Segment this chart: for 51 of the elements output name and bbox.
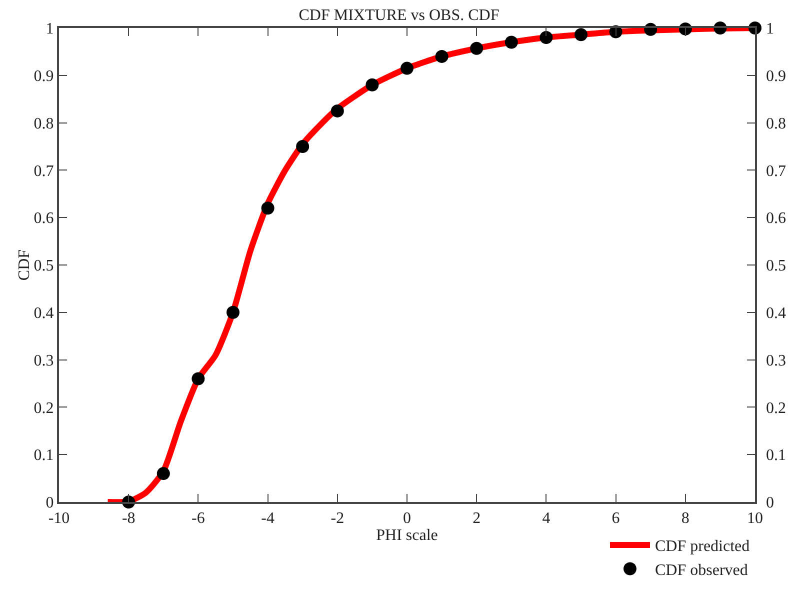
y-tick-label: 0.6: [34, 210, 54, 228]
y2-tick-label: 0.3: [766, 352, 786, 370]
y2-tick-label: 0.9: [766, 68, 786, 85]
point: [400, 62, 414, 75]
x-tick-label: -2: [330, 510, 344, 528]
y-tick-label: 0.9: [34, 68, 54, 85]
point: [330, 104, 344, 118]
point: [540, 30, 553, 44]
y2-tick-label: 0.7: [766, 162, 786, 180]
point: [504, 36, 518, 49]
chart-title: CDF MIXTURE vs OBS. CDF: [298, 7, 500, 24]
point: [156, 467, 170, 480]
x-tick-label: -6: [192, 510, 205, 528]
y-tick-label: 0.3: [34, 352, 54, 370]
y2-tick-label: 0.6: [766, 210, 786, 228]
y-tick-label: 0.1: [34, 447, 54, 464]
point: [226, 306, 240, 319]
y-tick-label: 0.4: [34, 305, 54, 322]
y2-tick-label: 0.1: [766, 447, 786, 464]
x-tick-label: -8: [122, 510, 136, 528]
point: [192, 372, 205, 386]
y2-tick-label: 0.4: [766, 305, 786, 322]
x-tick-label: 6: [612, 510, 620, 528]
point: [574, 28, 588, 42]
legend-label: CDF observed: [655, 562, 748, 580]
legend-label: CDF predicted: [655, 538, 750, 556]
x-axis-title: PHI scale: [376, 527, 438, 544]
point: [366, 78, 379, 92]
point: [296, 140, 310, 153]
point: [470, 42, 484, 55]
y2-tick-label: 1: [766, 20, 774, 38]
x-tick-label: -10: [48, 510, 70, 528]
x-tick-label: -4: [261, 510, 274, 528]
y-tick-label: 0.7: [34, 162, 54, 180]
y-tick-label: 0.2: [34, 400, 54, 417]
y-tick-label: 0.8: [34, 115, 54, 132]
y2-tick-label: 0: [766, 494, 774, 512]
y2-tick-label: 0.5: [766, 258, 786, 275]
y-axis-title: CDF: [16, 249, 34, 281]
point: [435, 50, 448, 63]
y-tick-label: 0.5: [34, 258, 54, 275]
y2-tick-label: 0.2: [766, 400, 786, 417]
x-tick-label: 2: [472, 510, 481, 528]
y-tick-label: 1: [46, 20, 54, 38]
y-tick-label: 0: [46, 494, 54, 512]
x-tick-label: 10: [747, 510, 763, 528]
y2-tick-label: 0.8: [766, 115, 786, 132]
x-tick-label: 8: [681, 510, 690, 528]
x-tick-label: 4: [542, 510, 550, 528]
x-tick-label: 0: [403, 510, 411, 528]
point: [261, 202, 274, 215]
